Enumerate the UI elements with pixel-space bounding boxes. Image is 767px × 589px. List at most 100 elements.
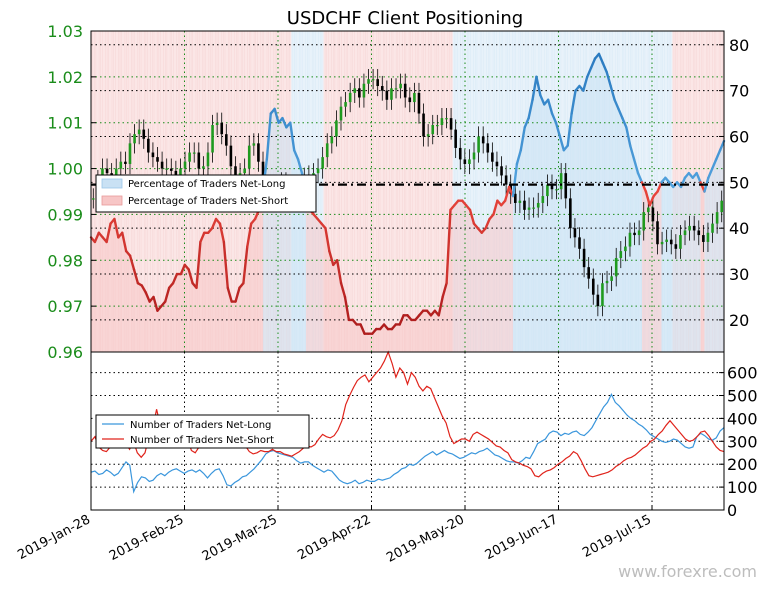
sentiment-line-segment [437,295,444,317]
sentiment-fill-segment [532,76,537,352]
sentiment-fill-segment [634,159,639,352]
sentiment-fill-segment [380,324,385,352]
sentiment-fill-segment [137,283,142,352]
sentiment-fill-segment [427,310,431,352]
sentiment-fill-segment [204,232,209,352]
price-candle-body [417,92,421,114]
sentiment-fill-segment [579,86,584,353]
sentiment-fill-segment [434,310,439,352]
price-candle-body [243,168,246,174]
background-stripe [465,31,473,352]
price-candle-body [624,246,627,252]
price-candle-body [573,228,577,238]
sentiment-fill-segment [696,173,701,352]
price-tick-label: 1.01 [47,114,83,133]
sentiment-fill-segment [681,177,685,352]
price-candle-body [656,221,659,245]
price-candle-body [541,196,545,203]
sentiment-fill-segment [462,200,467,352]
price-candle-body [385,90,389,100]
count-tick-label: 300 [727,432,758,451]
background-stripe [368,31,376,352]
percent-tick-label: 50 [729,173,749,192]
count-tick-label: 200 [727,455,758,474]
price-candle-body [706,232,710,242]
sentiment-line-segment [531,75,538,101]
sentiment-fill-segment [352,319,357,352]
percent-tick-label: 20 [729,311,749,330]
sentiment-line-segment [328,249,335,267]
price-candle-body [394,88,398,90]
sentiment-fill-segment [477,228,482,352]
sentiment-fill-segment [391,324,396,352]
price-candle-body [601,283,604,307]
sentiment-line-segment [550,112,558,124]
count-axis: 0 100 200 300 400 500 600 [719,364,758,520]
background-stripe [394,31,402,352]
sentiment-line-segment [535,75,542,97]
price-candle-body [578,237,581,249]
sentiment-line-segment [152,295,159,312]
price-candle-body [91,198,95,200]
price-candle-body [321,157,324,169]
lower-legend-box [95,414,310,449]
background-stripe [329,31,338,352]
sentiment-fill-segment [552,113,556,353]
lower-legend: Number of Traders Net-Long Number of Tra… [95,414,310,449]
price-candle-body [596,294,600,307]
legend-net-short-swatch [101,195,123,206]
sentiment-fill-segment [544,99,549,353]
price-candle-body [591,278,595,295]
price-candle-body [413,92,416,103]
sentiment-line-segment [199,231,206,244]
sentiment-fill-segment [540,95,545,352]
price-candle-body [697,230,701,236]
price-candle-body [500,166,503,176]
price-candle-body [660,241,664,245]
sentiment-fill-segment [212,219,217,352]
sentiment-fill-segment [173,274,177,352]
background-stripe [426,31,434,352]
sentiment-fill-segment [227,287,232,352]
date-tick-label: 2019-Jun-17 [483,512,561,563]
sentiment-fill-segment [302,173,306,352]
count-tick-label: 400 [727,409,758,428]
price-candle-body [353,88,357,93]
sentiment-fill-segment [403,315,408,352]
sentiment-fill-segment [192,283,197,352]
price-candle-body [642,212,646,231]
price-candle-body [165,168,168,170]
sentiment-line-segment [707,167,714,179]
sentiment-line-segment [289,121,296,152]
sentiment-fill-segment [645,191,650,352]
sentiment-line-segment [558,135,565,152]
price-candle-body [481,136,485,144]
sentiment-fill-segment [497,200,502,352]
sentiment-line-segment [210,217,218,230]
date-axis-labels: 2019-Jan-28 2019-Feb-25 2019-Mar-25 2019-Ap… [15,505,654,566]
price-candle-body [335,120,338,137]
upper-legend-box [95,174,317,213]
price-candle-body [472,152,476,160]
sentiment-fill-segment [94,232,99,352]
sentiment-line-segment [113,217,120,239]
price-candle-body [151,152,155,158]
upper-sentiment-fill [91,53,724,353]
sentiment-fill-segment [583,76,588,352]
price-candle-body [179,168,182,176]
count-series-line [90,350,725,478]
sentiment-fill-segment [278,118,283,352]
sentiment-line-segment [582,75,589,92]
sentiment-line-segment [586,66,593,79]
background-stripe [497,31,505,352]
sentiment-fill-segment [364,333,369,352]
price-candle-body [192,152,196,154]
sentiment-fill-segment [216,219,220,352]
sentiment-fill-segment [673,182,678,352]
sentiment-fill-segment [114,219,119,352]
sentiment-fill-segment [454,200,459,352]
sentiment-fill-segment [200,232,205,352]
upper-legend: Percentage of Traders Net-Long Percentag… [95,174,317,213]
price-candle-body [555,189,558,191]
